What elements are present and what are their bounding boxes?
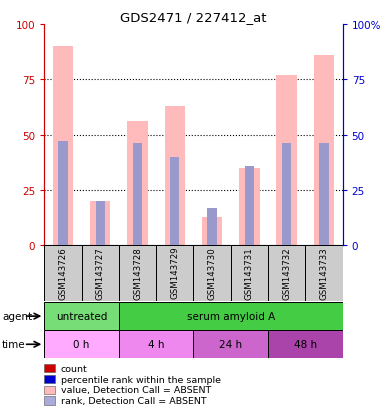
Bar bbox=[90, 202, 110, 246]
Bar bbox=[82, 246, 119, 301]
Title: GDS2471 / 227412_at: GDS2471 / 227412_at bbox=[120, 11, 267, 24]
Text: 24 h: 24 h bbox=[219, 339, 242, 349]
Bar bbox=[245, 166, 254, 246]
Text: count: count bbox=[61, 364, 87, 373]
Bar bbox=[44, 330, 119, 358]
Text: GSM143726: GSM143726 bbox=[59, 246, 67, 299]
Bar bbox=[127, 122, 148, 246]
Text: agent: agent bbox=[2, 311, 32, 321]
Bar bbox=[305, 246, 343, 301]
Bar bbox=[44, 302, 119, 330]
Text: GSM143733: GSM143733 bbox=[320, 246, 328, 299]
Bar bbox=[239, 169, 259, 246]
Bar bbox=[208, 208, 217, 246]
Bar bbox=[44, 246, 82, 301]
Bar bbox=[202, 217, 223, 246]
Text: percentile rank within the sample: percentile rank within the sample bbox=[61, 375, 221, 384]
Bar bbox=[156, 246, 194, 301]
Bar bbox=[314, 56, 334, 246]
Text: GSM143730: GSM143730 bbox=[208, 246, 217, 299]
Bar bbox=[276, 76, 297, 246]
Text: rank, Detection Call = ABSENT: rank, Detection Call = ABSENT bbox=[61, 396, 206, 405]
Text: 0 h: 0 h bbox=[74, 339, 90, 349]
Text: GSM143731: GSM143731 bbox=[245, 246, 254, 299]
Text: 48 h: 48 h bbox=[294, 339, 317, 349]
Bar bbox=[133, 144, 142, 246]
Text: untreated: untreated bbox=[56, 311, 107, 321]
Bar bbox=[194, 246, 231, 301]
Text: GSM143729: GSM143729 bbox=[170, 246, 179, 299]
Text: 4 h: 4 h bbox=[148, 339, 164, 349]
Bar bbox=[164, 107, 185, 246]
Bar bbox=[268, 330, 343, 358]
Bar bbox=[95, 202, 105, 246]
Text: value, Detection Call = ABSENT: value, Detection Call = ABSENT bbox=[61, 385, 211, 394]
Bar bbox=[53, 47, 73, 246]
Bar bbox=[282, 144, 291, 246]
Bar bbox=[231, 246, 268, 301]
Bar bbox=[170, 157, 179, 246]
Text: serum amyloid A: serum amyloid A bbox=[187, 311, 275, 321]
Text: GSM143727: GSM143727 bbox=[96, 246, 105, 299]
Text: GSM143732: GSM143732 bbox=[282, 246, 291, 299]
Bar bbox=[319, 144, 329, 246]
Bar bbox=[58, 142, 68, 246]
Text: time: time bbox=[2, 339, 25, 349]
Bar bbox=[194, 330, 268, 358]
Bar bbox=[119, 330, 194, 358]
Bar bbox=[268, 246, 305, 301]
Bar bbox=[119, 246, 156, 301]
Text: GSM143728: GSM143728 bbox=[133, 246, 142, 299]
Bar bbox=[119, 302, 343, 330]
